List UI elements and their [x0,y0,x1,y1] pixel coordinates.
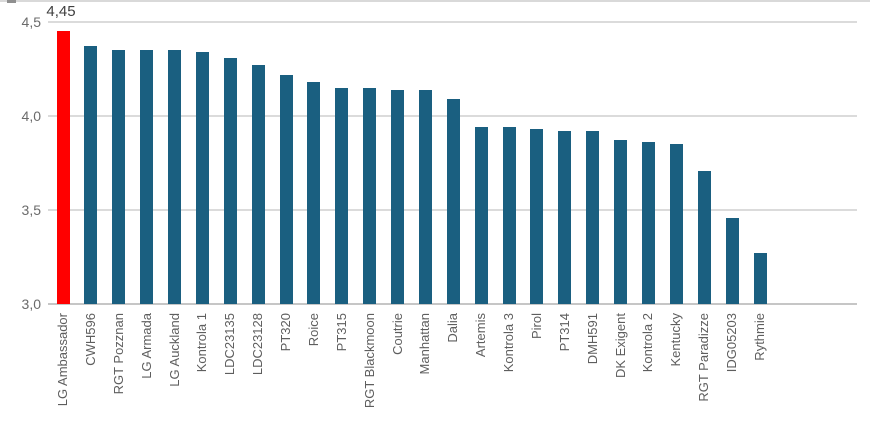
x-category-label-rythmie: Rythmie [752,313,767,361]
x-category-label-manhattan: Manhattan [417,313,432,375]
bar-manhattan [419,89,432,304]
x-category-label-pt320: PT320 [278,313,293,352]
bar-coutrie [391,89,404,304]
x-category-label-idg05203: IDG05203 [724,313,739,373]
bar-rgt-blackmoon [363,87,376,304]
y-tick-label-4-5: 4,5 [21,14,41,30]
y-tick-label-3-0: 3,0 [21,296,41,312]
x-category-label-kontrola-2: Kontrola 2 [640,313,655,373]
x-category-label-kontrola-3: Kontrola 3 [501,313,516,373]
gridline-4-5 [48,21,857,23]
bar-pt314 [558,131,571,304]
bar-kontrola-3 [503,127,516,304]
bar-kentucky [670,144,683,304]
x-category-label-pt315: PT315 [334,313,349,352]
y-tick-label-3-5: 3,5 [21,202,41,218]
x-axis-line [48,303,857,305]
bar-rythmie [754,253,767,304]
x-category-label-kontrola-1: Kontrola 1 [194,313,209,373]
x-category-label-ldc23128: LDC23128 [250,313,265,376]
bar-rgt-paradizze [698,170,711,304]
bar-artemis [475,127,488,304]
bar-kontrola-2 [642,142,655,304]
y-tick-label-4-0: 4,0 [21,108,41,124]
bar-kontrola-1 [196,52,209,304]
bar-rgt-pozznan [112,50,125,304]
bar-cwh596 [84,46,97,304]
data-label-lg-ambassador: 4,45 [46,3,76,20]
x-category-label-dk-exigent: DK Exigent [613,313,628,379]
x-category-label-artemis: Artemis [473,313,488,358]
x-category-label-rgt-pozznan: RGT Pozznan [111,313,126,395]
x-category-label-dalia: Dalia [445,313,460,343]
bar-idg05203 [726,217,739,304]
x-category-label-roice: Roice [306,313,321,347]
bar-lg-ambassador [57,31,70,304]
x-category-label-lg-auckland: LG Auckland [167,313,182,387]
window-corner-artifact [7,0,16,3]
bar-ldc23135 [224,57,237,304]
chart-top-border [0,0,870,2]
bar-pt315 [335,87,348,304]
bar-pt320 [280,74,293,304]
x-category-label-rgt-paradizze: RGT Paradizze [696,313,711,402]
x-category-label-pt314: PT314 [557,313,572,352]
x-category-label-ldc23135: LDC23135 [222,313,237,376]
x-category-label-coutrie: Coutrie [390,313,405,355]
bar-dk-exigent [614,140,627,304]
x-category-label-pirol: Pirol [529,313,544,340]
bar-pirol [530,129,543,304]
x-category-label-cwh596: CWH596 [83,313,98,366]
bar-lg-armada [140,50,153,304]
x-category-label-lg-armada: LG Armada [139,313,154,379]
bar-lg-auckland [168,50,181,304]
bar-ldc23128 [252,65,265,304]
x-category-label-kentucky: Kentucky [668,313,683,367]
bar-dmh591 [586,131,599,304]
bar-roice [307,82,320,304]
x-category-label-dmh591: DMH591 [585,313,600,365]
x-category-label-rgt-blackmoon: RGT Blackmoon [362,313,377,409]
x-category-label-lg-ambassador: LG Ambassador [55,313,70,407]
bar-dalia [447,99,460,304]
